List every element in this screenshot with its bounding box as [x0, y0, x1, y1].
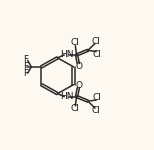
Text: O: O [75, 62, 82, 71]
Text: Cl: Cl [92, 106, 100, 115]
Text: F: F [23, 62, 28, 71]
Text: HN: HN [60, 92, 73, 101]
Text: Cl: Cl [92, 37, 100, 46]
Text: F: F [23, 55, 28, 64]
Text: Cl: Cl [71, 104, 79, 113]
Text: Cl: Cl [71, 38, 79, 47]
Text: Cl: Cl [93, 93, 102, 102]
Text: O: O [75, 81, 82, 90]
Text: F: F [23, 69, 28, 78]
Text: Cl: Cl [93, 50, 102, 59]
Text: HN: HN [60, 50, 73, 59]
